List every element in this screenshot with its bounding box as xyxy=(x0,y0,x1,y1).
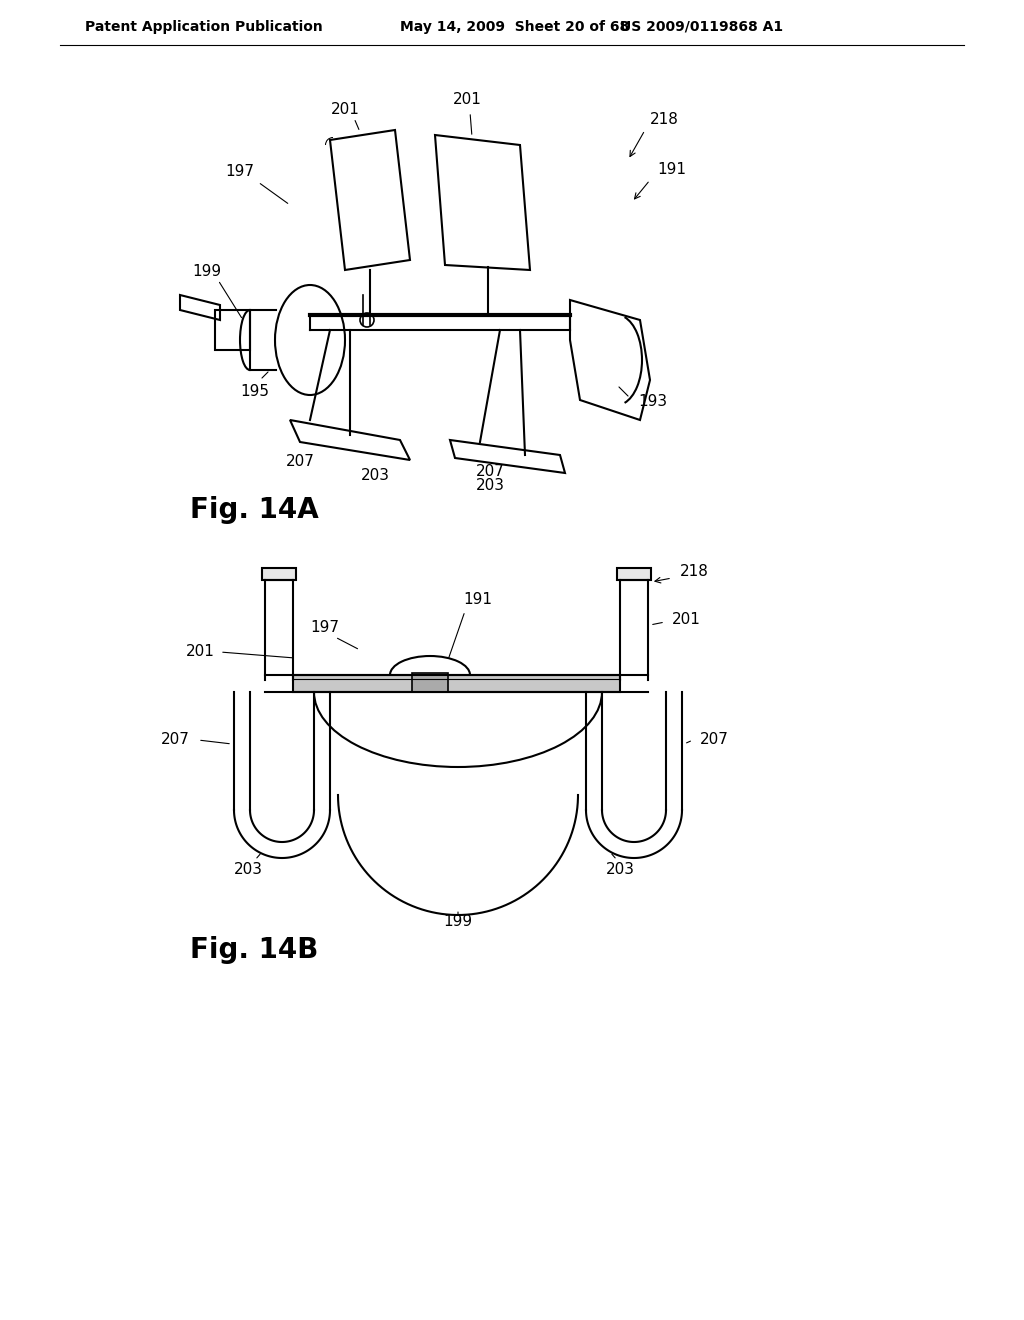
Text: 199: 199 xyxy=(443,915,472,929)
Text: US 2009/0119868 A1: US 2009/0119868 A1 xyxy=(620,20,783,34)
Text: 195: 195 xyxy=(241,384,269,400)
Text: 207: 207 xyxy=(475,465,505,479)
Bar xyxy=(293,675,620,692)
Text: 203: 203 xyxy=(360,467,389,483)
Text: 201: 201 xyxy=(672,612,700,627)
Text: 218: 218 xyxy=(650,112,679,128)
Text: 191: 191 xyxy=(657,162,686,177)
Text: 201: 201 xyxy=(453,92,481,107)
Text: 197: 197 xyxy=(225,165,255,180)
Text: 203: 203 xyxy=(233,862,262,878)
Text: Patent Application Publication: Patent Application Publication xyxy=(85,20,323,34)
Text: 207: 207 xyxy=(161,733,190,747)
Bar xyxy=(617,568,651,579)
Text: 218: 218 xyxy=(680,565,709,579)
Text: 197: 197 xyxy=(310,620,340,635)
Text: 207: 207 xyxy=(286,454,314,470)
Bar xyxy=(412,673,449,692)
Text: 191: 191 xyxy=(464,593,493,607)
Text: 199: 199 xyxy=(193,264,221,280)
Text: Fig. 14B: Fig. 14B xyxy=(190,936,318,964)
Text: 201: 201 xyxy=(186,644,215,660)
Text: 207: 207 xyxy=(700,733,729,747)
Text: May 14, 2009  Sheet 20 of 68: May 14, 2009 Sheet 20 of 68 xyxy=(400,20,630,34)
Text: 203: 203 xyxy=(475,478,505,492)
Text: 193: 193 xyxy=(638,395,667,409)
Text: 203: 203 xyxy=(605,862,635,878)
Text: Fig. 14A: Fig. 14A xyxy=(190,496,318,524)
Bar xyxy=(262,568,296,579)
Text: 201: 201 xyxy=(331,103,359,117)
